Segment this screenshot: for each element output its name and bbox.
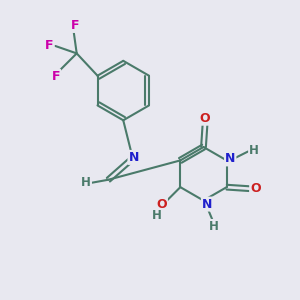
Text: H: H: [249, 143, 259, 157]
Text: N: N: [225, 152, 236, 165]
Text: N: N: [128, 151, 139, 164]
Text: H: H: [152, 209, 161, 223]
Text: O: O: [156, 198, 167, 211]
Text: N: N: [202, 198, 212, 211]
Text: F: F: [45, 40, 54, 52]
Text: F: F: [52, 70, 60, 83]
Text: O: O: [250, 182, 261, 195]
Text: H: H: [81, 176, 91, 189]
Text: F: F: [71, 19, 80, 32]
Text: H: H: [209, 220, 219, 233]
Text: O: O: [200, 112, 210, 125]
